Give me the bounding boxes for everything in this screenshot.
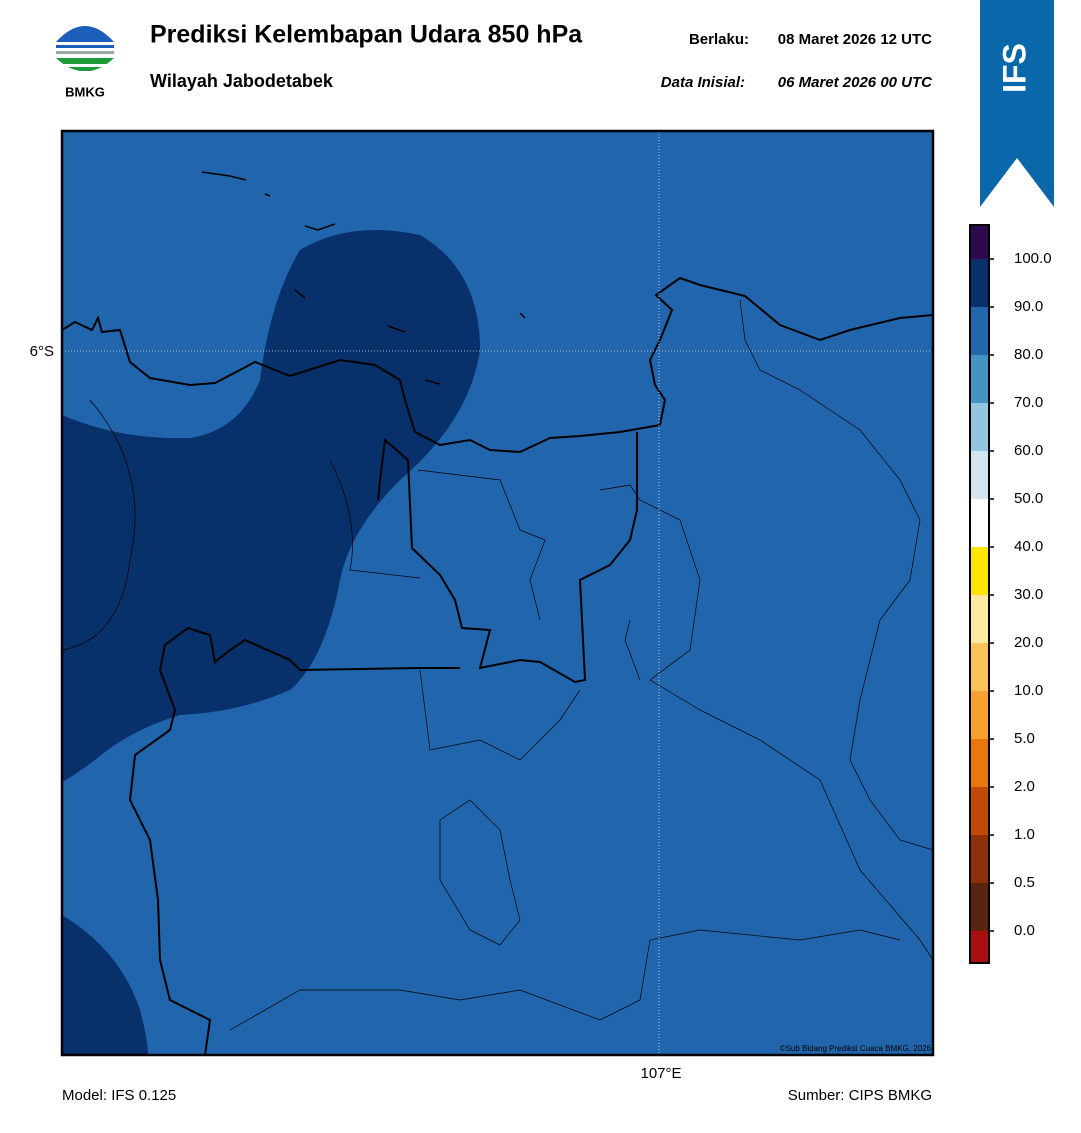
colorbar-segment	[970, 307, 989, 355]
colorbar-segment	[970, 787, 989, 835]
colorbar-segment	[970, 451, 989, 499]
valid-time: 08 Maret 2026 12 UTC	[778, 31, 932, 48]
colorbar-label: 0.0	[1014, 922, 1035, 939]
colorbar-label: 0.5	[1014, 874, 1035, 891]
badge-text: IFS	[996, 43, 1032, 93]
lon-label: 107°E	[640, 1065, 681, 1082]
colorbar-segment	[970, 355, 989, 403]
colorbar-segment	[970, 595, 989, 643]
colorbar-label: 20.0	[1014, 634, 1043, 651]
colorbar-label: 2.0	[1014, 778, 1035, 795]
lat-label: 6°S	[30, 343, 54, 360]
valid-label: Berlaku:	[689, 31, 749, 48]
colorbar-label: 60.0	[1014, 442, 1043, 459]
colorbar-label: 50.0	[1014, 490, 1043, 507]
source: Sumber: CIPS BMKG	[788, 1087, 932, 1104]
logo-text: BMKG	[65, 84, 105, 99]
colorbar-segment	[970, 835, 989, 883]
colorbar-segment	[970, 547, 989, 595]
colorbar-label: 1.0	[1014, 826, 1035, 843]
colorbar-segment	[970, 225, 989, 259]
copyright: ©Sub Bidang Prediksi Cuaca BMKG, 2026	[780, 1044, 932, 1053]
logo: BMKG	[56, 26, 114, 99]
colorbar-segment	[970, 403, 989, 451]
colorbar-segment	[970, 739, 989, 787]
colorbar-label: 5.0	[1014, 730, 1035, 747]
colorbar-segment	[970, 931, 989, 963]
title: Prediksi Kelembapan Udara 850 hPa	[150, 21, 583, 49]
colorbar-label: 90.0	[1014, 298, 1043, 315]
colorbar-frame	[969, 224, 990, 964]
colorbar-label: 30.0	[1014, 586, 1043, 603]
colorbar-label: 80.0	[1014, 346, 1043, 363]
colorbar-label: 40.0	[1014, 538, 1043, 555]
colorbar-segment	[970, 643, 989, 691]
colorbar: 100.0 90.0 80.0 70.0 60.0 50.0 40.0 30.0 20.0 10.…	[969, 224, 1052, 964]
model: Model: IFS 0.125	[62, 1087, 176, 1104]
init-label: Data Inisial:	[661, 74, 745, 91]
colorbar-segment	[970, 691, 989, 739]
colorbar-segment	[970, 259, 989, 307]
colorbar-segment	[970, 883, 989, 931]
init-time: 06 Maret 2026 00 UTC	[778, 74, 933, 91]
colorbar-segment	[970, 499, 989, 547]
map: 6°S 107°E ©Sub Bidang Prediksi Cuaca BMK…	[30, 129, 935, 1082]
badge	[980, 0, 1054, 207]
subtitle: Wilayah Jabodetabek	[150, 71, 334, 91]
colorbar-label: 70.0	[1014, 394, 1043, 411]
colorbar-label: 100.0	[1014, 250, 1052, 267]
colorbar-label: 10.0	[1014, 682, 1043, 699]
